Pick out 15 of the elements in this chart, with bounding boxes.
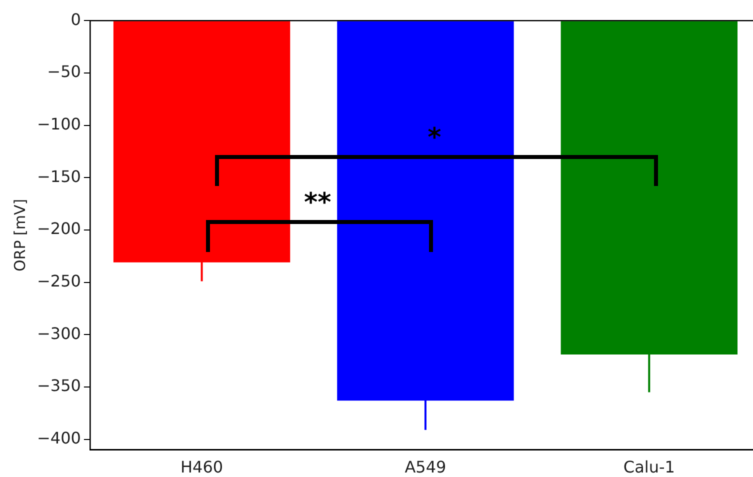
y-tick-label: −200 (36, 219, 81, 238)
annotation: * (426, 123, 442, 154)
x-tick-label: A549 (404, 458, 446, 477)
y-tick-label: −150 (36, 166, 81, 186)
y-tick-label: −400 (36, 428, 81, 448)
y-axis-title: ORP [mV] (10, 198, 29, 272)
y-tick-label: −350 (36, 376, 81, 396)
x-tick-label: Calu-1 (623, 458, 675, 477)
annotation: ** (303, 188, 332, 218)
x-tick-label: H460 (180, 458, 224, 477)
y-tick-label: −250 (36, 271, 81, 290)
y-tick-label: −300 (36, 324, 81, 343)
y-tick-label: −50 (47, 62, 81, 82)
y-tick-label: −100 (36, 114, 81, 134)
y-tick-label: 0 (70, 10, 81, 29)
